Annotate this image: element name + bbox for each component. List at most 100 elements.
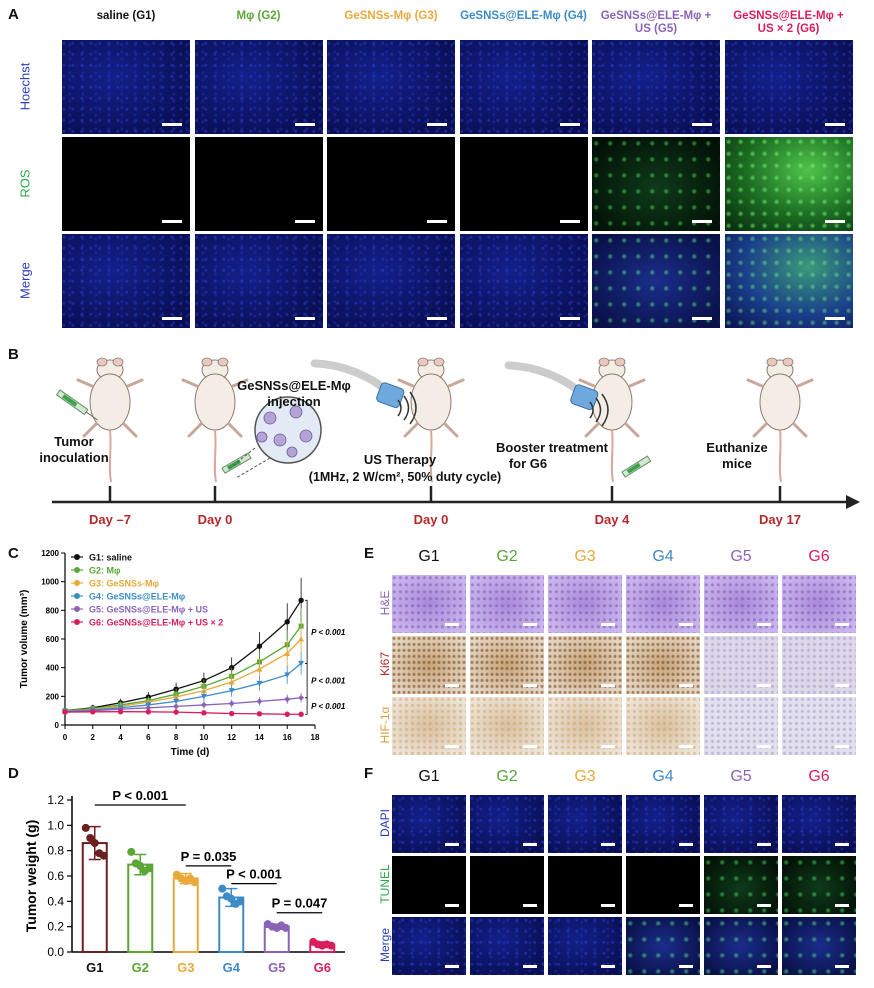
- scale-bar: [601, 623, 615, 626]
- column-header: GeSNSs@ELE-Mφ + US × 2 (G6): [733, 10, 844, 35]
- data-point: [284, 672, 291, 678]
- legend-label: G4: GeSNSs@ELE-Mφ: [89, 592, 186, 602]
- scale-bar: [692, 220, 712, 223]
- scale-bar: [445, 623, 459, 626]
- panel-a-label: A: [8, 6, 19, 23]
- micrograph-tile: [62, 234, 190, 328]
- x-tick-label: 10: [199, 733, 208, 742]
- significance-label: P = 0.035: [181, 849, 237, 864]
- data-point: [298, 597, 304, 603]
- data-point: [173, 703, 180, 710]
- day-label: Day 0: [198, 512, 233, 527]
- micrograph-tile: [548, 917, 622, 975]
- scale-bar: [523, 965, 537, 968]
- scale-bar: [427, 123, 447, 126]
- data-point: [256, 643, 263, 649]
- legend-label: G2: Mφ: [89, 566, 121, 576]
- scale-bar: [757, 904, 771, 907]
- legend-label: G5: GeSNSs@ELE-Mφ + US: [89, 605, 208, 615]
- syringe-icon: [221, 452, 252, 474]
- micrograph-tile: [626, 917, 700, 975]
- micrograph-tile: [470, 917, 544, 975]
- data-point: [127, 847, 136, 856]
- micrograph-tile: [592, 40, 720, 134]
- scale-bar: [692, 123, 712, 126]
- micrograph-tile: [459, 40, 588, 134]
- scale-bar: [294, 317, 315, 320]
- scale-bar: [601, 745, 615, 748]
- data-point: [201, 710, 207, 716]
- significance-label: P < 0.001: [311, 628, 346, 637]
- data-point: [284, 696, 291, 703]
- micrograph-tile: [626, 697, 700, 755]
- micrograph-tile: [392, 636, 466, 694]
- scale-bar: [294, 220, 315, 223]
- timeline-arrowhead: [846, 495, 860, 509]
- y-axis-label: Tumor weight (g): [23, 820, 39, 933]
- step-tumor-line1: Tumor: [54, 434, 93, 449]
- micrograph-tile: [704, 697, 778, 755]
- significance-label: P < 0.001: [311, 677, 346, 686]
- x-tick-label: 2: [91, 733, 96, 742]
- y-tick-label: 1.2: [47, 793, 64, 807]
- panel-d-label: D: [8, 765, 19, 782]
- significance-bracket: [305, 599, 308, 664]
- scale-bar: [835, 843, 849, 846]
- x-tick-label: 0: [63, 733, 68, 742]
- data-point: [62, 709, 68, 715]
- data-point: [81, 823, 90, 832]
- micrograph-tile: [470, 856, 544, 914]
- micrograph-tile: [327, 40, 455, 134]
- data-point: [298, 711, 304, 717]
- y-tick-label: 800: [46, 606, 60, 615]
- micrograph-tile: [392, 917, 466, 975]
- scale-bar: [162, 317, 182, 320]
- day-label: Day 4: [595, 512, 630, 527]
- data-point: [256, 680, 263, 687]
- y-tick-label: 1000: [41, 578, 59, 587]
- data-point: [256, 698, 263, 705]
- data-point: [90, 839, 99, 848]
- panel-b-label: B: [8, 346, 19, 363]
- data-point: [117, 708, 124, 715]
- scale-bar: [824, 123, 845, 126]
- micrograph-tile: [626, 856, 700, 914]
- step-injection-line1: GeSNSs@ELE-Mφ: [237, 378, 351, 393]
- data-point: [256, 711, 263, 717]
- step-euthanize-line1: Euthanize: [706, 440, 767, 455]
- data-point: [284, 619, 290, 625]
- micrograph-tile: [392, 856, 466, 914]
- column-header: G1: [418, 548, 440, 565]
- data-point: [327, 941, 336, 950]
- bar: [127, 863, 154, 953]
- scale-bar: [523, 623, 537, 626]
- scale-bar: [835, 965, 849, 968]
- significance-label: P < 0.001: [311, 702, 346, 711]
- scale-bar: [757, 965, 771, 968]
- data-point: [228, 700, 235, 707]
- y-tick-label: 0.8: [47, 844, 64, 858]
- data-point: [228, 710, 235, 717]
- mouse-icon: [746, 357, 814, 483]
- step-euthanize-line2: mice: [722, 456, 752, 471]
- micrograph-tile: [592, 137, 720, 231]
- x-tick-label: 16: [283, 733, 292, 742]
- micrograph-tile: [782, 575, 856, 633]
- micrograph-tile: [327, 234, 455, 328]
- data-point: [284, 711, 290, 717]
- data-point: [145, 704, 152, 711]
- column-header: G4: [652, 768, 674, 785]
- panel-f-label: F: [364, 765, 374, 782]
- y-tick-label: 400: [46, 664, 60, 673]
- significance-label: P < 0.001: [226, 867, 282, 882]
- y-tick-label: 0: [55, 721, 60, 730]
- column-header: Mφ (G2): [236, 10, 281, 22]
- scale-bar: [523, 684, 537, 687]
- micrograph-tile: [392, 795, 466, 853]
- y-tick-label: 0.0: [47, 945, 64, 959]
- timeline-diagram: Tumor inoculation GeSNSs@ELE-Mφ injectio…: [39, 357, 860, 527]
- scale-bar: [427, 220, 447, 223]
- y-tick-label: 0.6: [47, 869, 64, 883]
- series-line: [64, 697, 302, 713]
- micrograph-tile: [392, 697, 466, 755]
